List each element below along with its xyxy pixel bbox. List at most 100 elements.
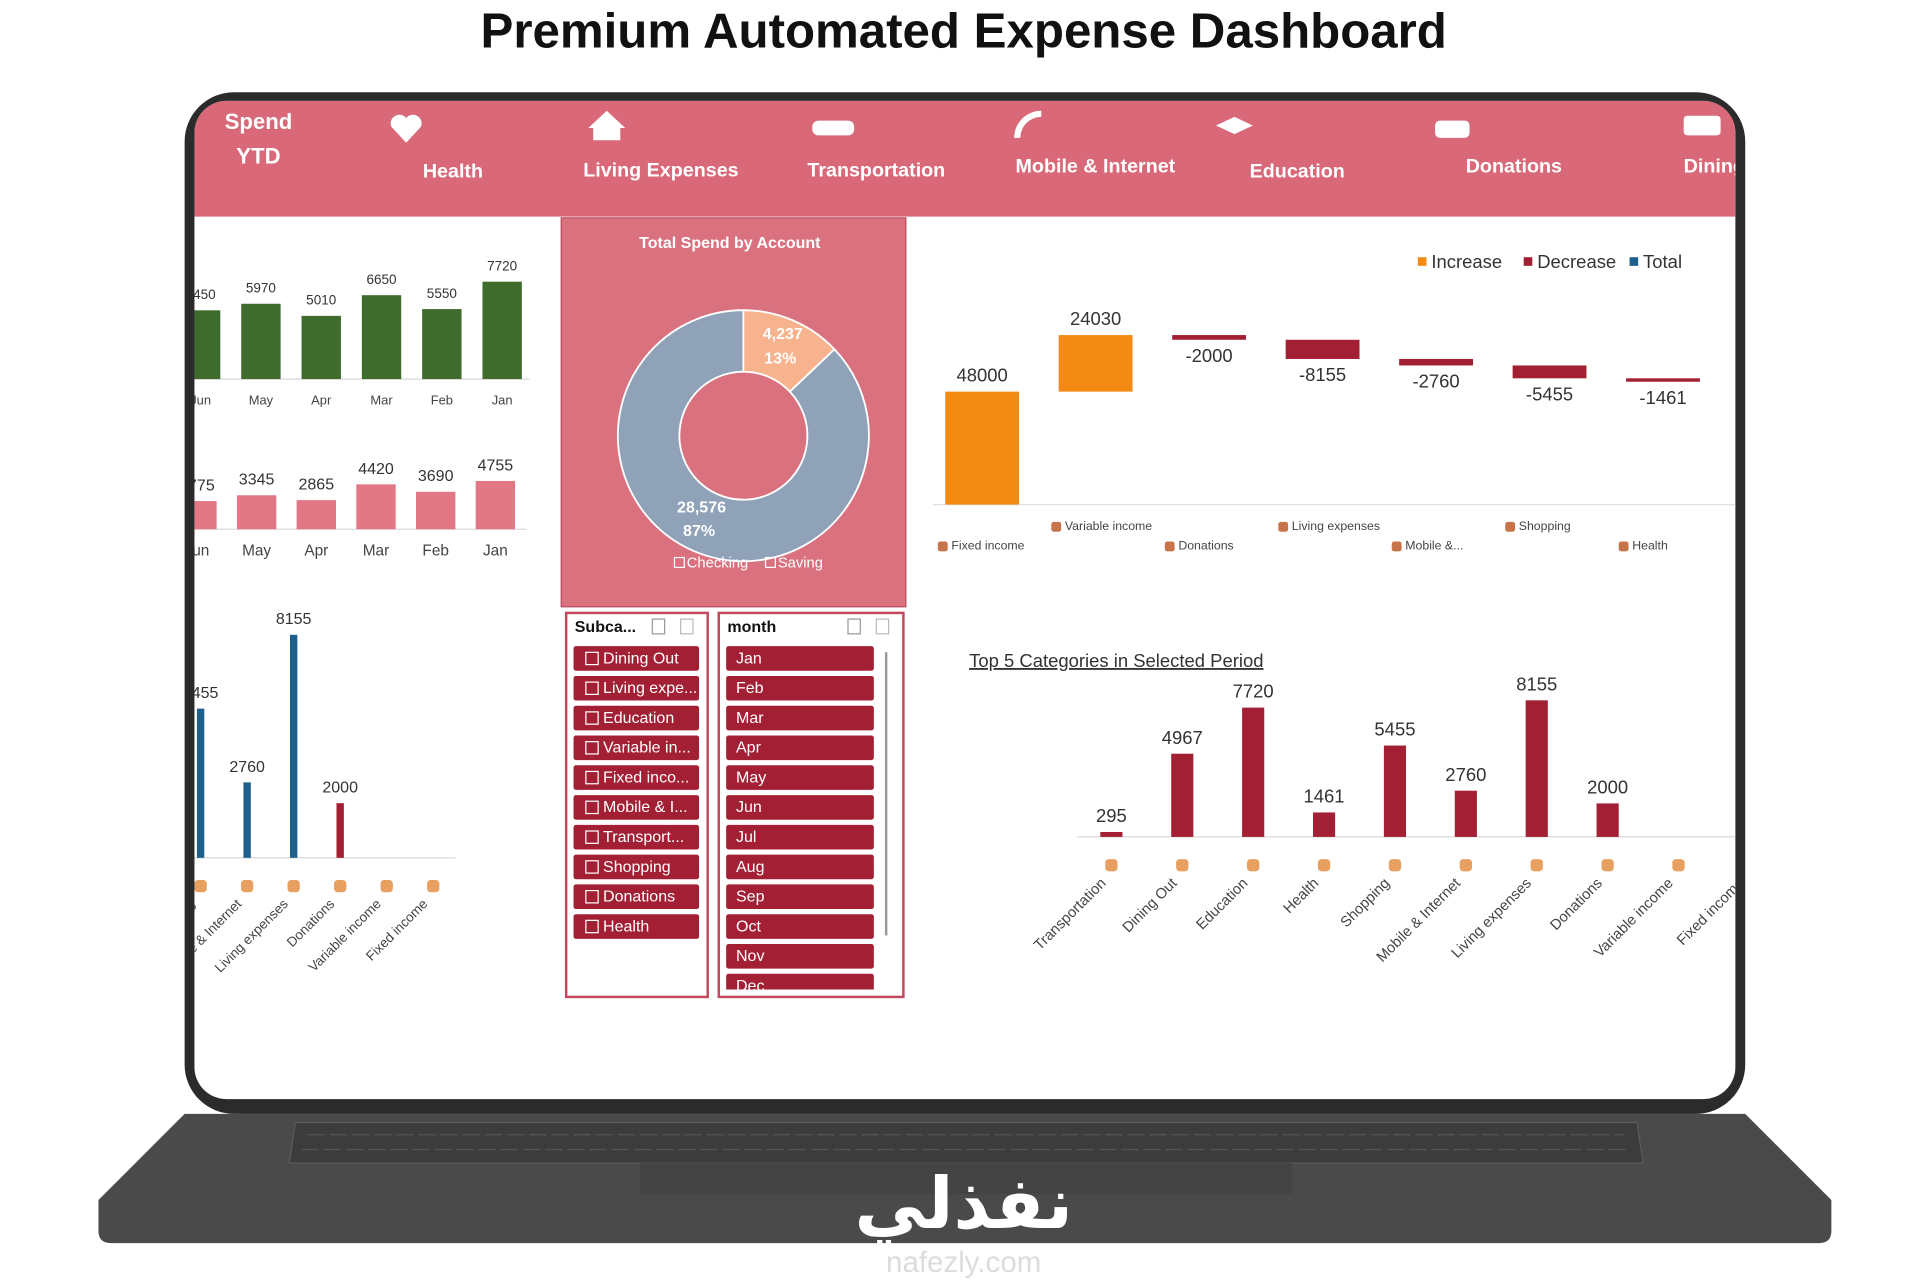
nav-item: Mobile & Internet xyxy=(1016,156,1176,178)
slicer-item[interactable] xyxy=(573,914,700,939)
value-label: -1461 xyxy=(1639,387,1686,408)
x-tick-label: Jun xyxy=(185,542,210,559)
bar xyxy=(336,803,344,858)
slicer-clear-icon[interactable] xyxy=(875,618,890,635)
bar xyxy=(482,281,522,380)
bar xyxy=(1171,753,1194,837)
slicer-item-icon xyxy=(585,889,599,904)
x-tick-label: Jan xyxy=(483,542,508,559)
icon-car xyxy=(812,120,855,136)
category-icon xyxy=(1164,541,1175,552)
value-label: 4420 xyxy=(358,461,394,478)
slicer-item[interactable] xyxy=(573,705,700,731)
slicer-item-label: Jan xyxy=(736,650,762,667)
slicer-filter-icon[interactable] xyxy=(651,618,666,635)
slicer-item-label: Mobile & I... xyxy=(603,799,687,816)
slicer-item-label: Transport... xyxy=(603,829,684,846)
slicer-item-label: Aug xyxy=(736,859,764,876)
category-icon xyxy=(1105,859,1118,872)
bar xyxy=(1454,790,1477,837)
value-label: 3345 xyxy=(239,472,275,489)
slicer-item-icon xyxy=(585,770,599,785)
x-tick-label: May xyxy=(242,542,271,559)
icon-wifi xyxy=(1014,110,1042,138)
category-icon xyxy=(1459,859,1472,872)
slicer-item[interactable] xyxy=(726,944,874,969)
value-label: 5455 xyxy=(183,685,219,702)
slicer-clear-icon[interactable] xyxy=(680,618,694,635)
slicer-item[interactable] xyxy=(573,795,700,820)
slicer-item[interactable] xyxy=(726,973,874,999)
bar xyxy=(196,708,205,858)
value-label: 5455 xyxy=(1374,719,1415,740)
slicer-item-label: Oct xyxy=(736,918,761,935)
slicer-item[interactable] xyxy=(573,675,700,701)
value-label: 2775 xyxy=(179,478,215,495)
slicer-item[interactable] xyxy=(573,884,700,910)
value-label: 4755 xyxy=(478,457,514,474)
nav-item: Health xyxy=(423,161,483,183)
bar xyxy=(194,310,221,380)
bar xyxy=(1399,358,1473,366)
value-label: 295 xyxy=(1096,805,1127,826)
icon-health xyxy=(390,114,422,143)
bar xyxy=(1512,365,1587,379)
slicer-item[interactable] xyxy=(573,824,700,850)
slicer-item[interactable] xyxy=(726,884,874,910)
bar xyxy=(236,495,277,530)
value-label: 8155 xyxy=(276,611,312,628)
chart-title: Top 5 Categories in Selected Period xyxy=(969,650,1263,671)
slicer-item[interactable] xyxy=(726,705,874,731)
slicer-item[interactable] xyxy=(726,646,874,671)
x-tick-label: Variable income xyxy=(1065,519,1152,533)
category-icon xyxy=(1530,859,1543,872)
percent-label: 13% xyxy=(764,351,796,368)
x-tick-label: Apr xyxy=(311,393,332,408)
slicer-item-label: Health xyxy=(603,918,649,935)
slicer-item[interactable] xyxy=(726,914,874,939)
category-icon xyxy=(1618,541,1629,552)
bar xyxy=(1626,378,1700,382)
slicer-header: month xyxy=(727,619,776,636)
slicer-item[interactable] xyxy=(726,765,874,790)
percent-label: 87% xyxy=(683,523,715,540)
category-icon xyxy=(937,541,948,552)
category-icon xyxy=(1051,521,1062,532)
slicer-item[interactable] xyxy=(573,854,700,880)
legend-label: Decrease xyxy=(1537,251,1616,272)
category-icon xyxy=(380,880,393,893)
nav-ytd: Spend xyxy=(225,109,293,134)
slicer-item[interactable] xyxy=(726,795,874,820)
slicer-item-icon xyxy=(585,681,599,696)
value-label: -5455 xyxy=(1526,383,1573,404)
category-icon xyxy=(427,880,440,893)
legend-label: Total xyxy=(1643,251,1682,272)
bar xyxy=(1525,700,1548,837)
screen xyxy=(194,100,1736,1100)
value-label: 3690 xyxy=(418,468,454,485)
x-tick-label: Mar xyxy=(370,393,393,408)
icon-home xyxy=(588,110,626,141)
nav-ytd: YTD xyxy=(236,143,280,168)
bar xyxy=(1172,335,1247,340)
category-icon xyxy=(1317,859,1331,872)
bar xyxy=(475,480,516,530)
slicer-item[interactable] xyxy=(726,675,874,701)
slicer-filter-icon[interactable] xyxy=(847,618,861,635)
bar xyxy=(194,501,217,530)
value-label: 2760 xyxy=(1445,764,1486,785)
slicer-item[interactable] xyxy=(726,824,874,850)
slicer-item[interactable] xyxy=(726,735,874,761)
slicer-item[interactable] xyxy=(726,854,874,880)
slicer-item[interactable] xyxy=(573,735,700,761)
slicer-item[interactable] xyxy=(573,646,700,671)
bar xyxy=(243,782,251,858)
x-tick-label: Mar xyxy=(363,542,389,559)
watermark-latin: nafezly.com xyxy=(886,1246,1041,1279)
nav-item: Transportation xyxy=(807,159,945,181)
slicer-item-icon xyxy=(585,651,599,666)
x-tick-label: Mobile &... xyxy=(1405,539,1463,553)
legend-swatch xyxy=(1629,257,1639,266)
slicer-item[interactable] xyxy=(573,765,700,790)
slicer-item-label: Feb xyxy=(736,680,764,697)
